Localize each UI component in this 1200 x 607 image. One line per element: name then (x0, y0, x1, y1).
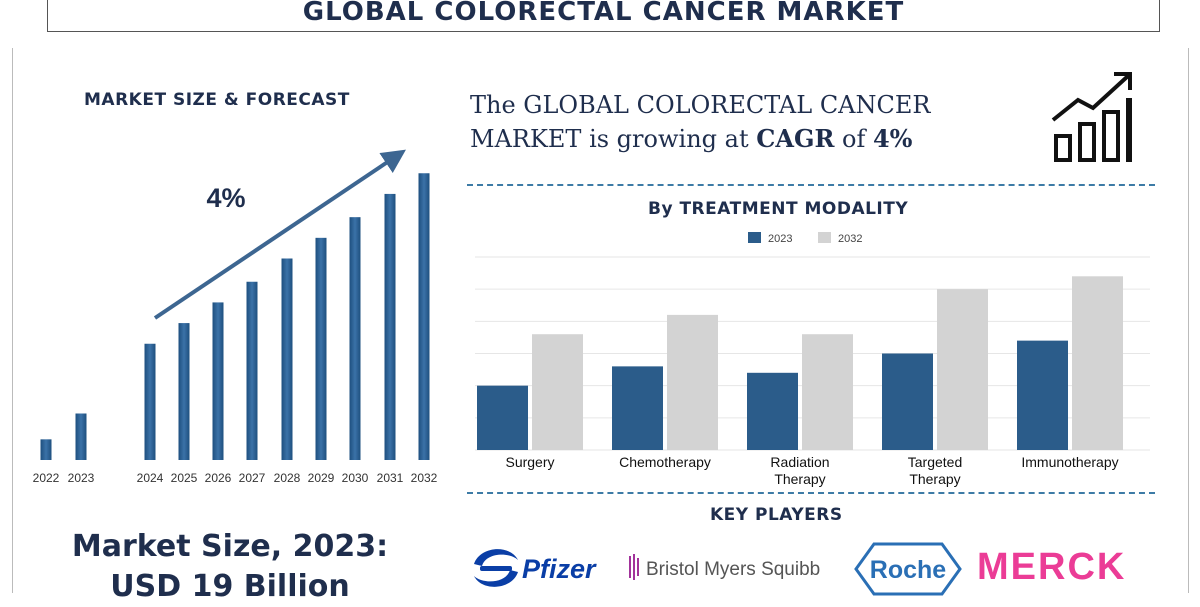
merck-text: MERCK (977, 546, 1126, 588)
market-size-summary: Market Size, 2023: USD 19 Billion (20, 527, 440, 607)
market-size-line2: USD 19 Billion (110, 569, 350, 604)
merck-logo: MERCK (975, 541, 1155, 591)
left-border (12, 48, 13, 593)
forecast-bar (246, 281, 258, 460)
pfizer-text: Pfizer (522, 554, 597, 584)
forecast-bar (315, 237, 327, 460)
treatment-category-label: Targeted Therapy (908, 454, 962, 487)
treatment-bar (937, 289, 988, 450)
divider-top (467, 184, 1155, 186)
pfizer-mark-icon: Pfizer (474, 549, 597, 587)
treatment-category-label: Surgery (505, 454, 554, 470)
treatment-chart: 2023 2032 Surgery Chemotherapy Radiation Ther… (475, 232, 1150, 487)
page-title: GLOBAL COLORECTAL CANCER MARKET (302, 0, 905, 27)
bms-text: Bristol Myers Squibb (646, 559, 820, 580)
forecast-heading: MARKET SIZE & FORECAST (84, 90, 350, 110)
forecast-chart: 4% 2022 2023 2024 2025 2026 2027 2028 2029 2030 2… (33, 149, 438, 485)
roche-logo: Roche (852, 540, 964, 598)
forecast-year-label: 2027 (239, 471, 266, 485)
forecast-year-label: 2031 (377, 471, 404, 485)
forecast-bar (349, 217, 361, 460)
forecast-year-label: 2025 (171, 471, 198, 485)
forecast-bar (75, 413, 87, 460)
merck-wordmark-icon: MERCK (977, 546, 1126, 588)
treatment-bar (667, 314, 718, 450)
statement-of: of (834, 125, 873, 153)
growth-statement: The GLOBAL COLORECTAL CANCER MARKET is g… (470, 88, 990, 156)
treatment-bar (477, 385, 528, 450)
forecast-year-label: 2029 (308, 471, 335, 485)
forecast-year-label: 2022 (33, 471, 60, 485)
treatment-category-label: Radiation Therapy (770, 454, 829, 487)
treatment-bar (882, 353, 933, 450)
treatment-category-label: Immunotherapy (1021, 454, 1118, 470)
right-border (1188, 48, 1189, 593)
legend-label: 2023 (768, 233, 792, 245)
forecast-bar (281, 258, 293, 460)
statement-cagr-word: CAGR (756, 124, 835, 153)
statement-cagr-value: 4% (872, 124, 913, 153)
forecast-year-label: 2026 (205, 471, 232, 485)
trend-arrow-icon (153, 149, 406, 320)
treatment-bar (747, 372, 798, 450)
treatment-bar (1072, 276, 1123, 450)
roche-text: Roche (870, 556, 947, 584)
cagr-annotation: 4% (206, 183, 245, 213)
title-box: GLOBAL COLORECTAL CANCER MARKET (47, 0, 1160, 32)
forecast-bar (418, 173, 430, 460)
forecast-year-label: 2032 (411, 471, 438, 485)
forecast-year-label: 2024 (137, 471, 164, 485)
treatment-bar (532, 334, 583, 450)
legend-swatch (748, 232, 761, 243)
forecast-year-label: 2028 (274, 471, 301, 485)
bms-mark-icon: Bristol Myers Squibb (629, 554, 820, 580)
divider-bottom (467, 492, 1155, 494)
forecast-year-label: 2030 (342, 471, 369, 485)
forecast-bar (384, 193, 396, 460)
forecast-year-label: 2023 (68, 471, 95, 485)
growth-chart-icon (1051, 72, 1132, 162)
legend-label: 2032 (838, 233, 862, 245)
forecast-bar (212, 302, 224, 460)
key-players-heading: KEY PLAYERS (710, 505, 843, 525)
forecast-bar (40, 439, 52, 460)
pfizer-logo: Pfizer (470, 538, 600, 596)
treatment-bar (1017, 340, 1068, 450)
legend-swatch (818, 232, 831, 243)
market-size-line1: Market Size, 2023: (71, 529, 389, 564)
forecast-bar (144, 343, 156, 460)
treatment-category-label: Chemotherapy (619, 454, 711, 470)
treatment-heading: By TREATMENT MODALITY (648, 199, 909, 219)
roche-hexagon-icon: Roche (854, 542, 962, 596)
forecast-bar (178, 323, 190, 460)
treatment-bar (612, 366, 663, 450)
statement-text: The GLOBAL COLORECTAL CANCER MARKET is g… (470, 91, 931, 153)
bms-logo: Bristol Myers Squibb (626, 550, 836, 586)
treatment-bar (802, 334, 853, 450)
